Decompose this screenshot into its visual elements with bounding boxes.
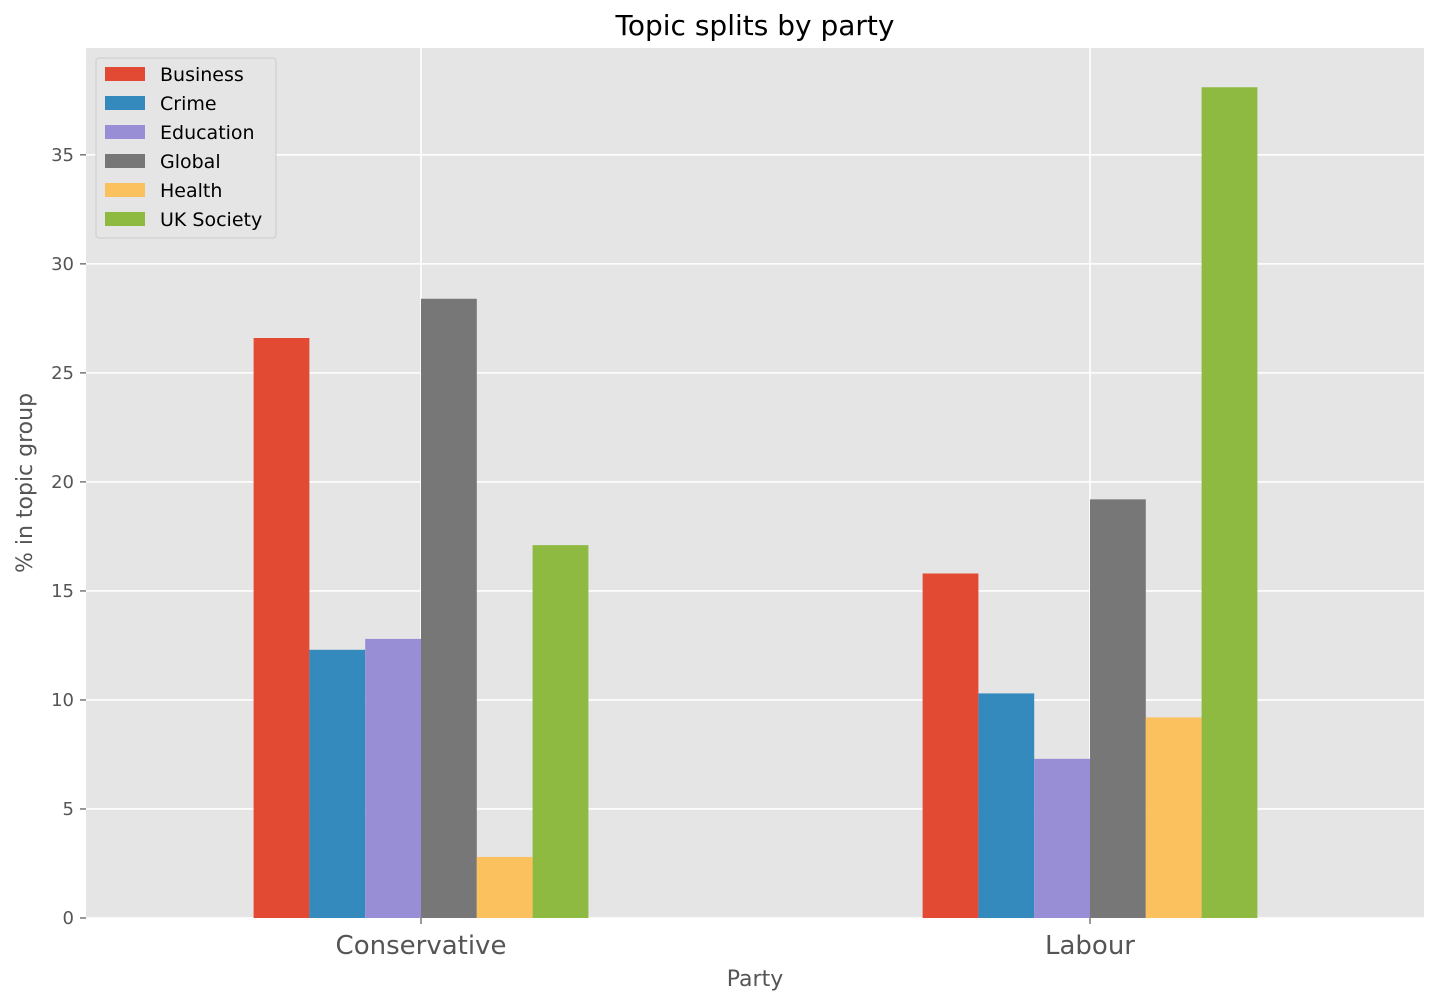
- y-tick-label: 0: [63, 908, 74, 929]
- bar-uk-society-conservative: [532, 545, 589, 918]
- bar-education-conservative: [365, 638, 421, 918]
- legend-label: Business: [160, 64, 244, 86]
- legend-swatch: [105, 125, 145, 139]
- y-tick-label: 20: [51, 472, 74, 493]
- bar-crime-conservative: [309, 649, 366, 918]
- legend-swatch: [105, 212, 145, 226]
- legend-label: Global: [160, 151, 221, 173]
- legend: Business Crime Education Global Health UK Soc…: [95, 57, 277, 239]
- y-tick-label: 30: [51, 254, 74, 275]
- legend-swatch: [105, 154, 145, 168]
- y-tick-label: 10: [51, 690, 74, 711]
- x-axis-label: Party: [727, 967, 783, 992]
- x-tick-label: Labour: [1045, 931, 1135, 961]
- bar-global-labour: [1090, 499, 1146, 918]
- legend-swatch: [105, 67, 145, 81]
- x-tick-label: Conservative: [336, 931, 507, 961]
- legend-swatch: [105, 183, 145, 197]
- legend-label: Education: [160, 122, 255, 144]
- bar-health-conservative: [476, 856, 533, 918]
- bar-uk-society-labour: [1201, 87, 1258, 919]
- bar-global-conservative: [421, 298, 477, 918]
- bar-education-labour: [1034, 758, 1090, 918]
- legend-label: Health: [160, 180, 222, 202]
- bar-business-conservative: [253, 338, 310, 918]
- y-tick-label: 15: [51, 581, 74, 602]
- chart-title: Topic splits by party: [615, 9, 895, 42]
- bar-crime-labour: [978, 693, 1035, 918]
- y-tick-label: 25: [51, 363, 74, 384]
- y-ticks: 0 5 10 15 20 25 30 35: [51, 145, 86, 929]
- bar-business-labour: [922, 573, 979, 918]
- bars: [253, 87, 1258, 919]
- bar-health-labour: [1145, 717, 1202, 918]
- legend-label: UK Society: [160, 209, 262, 231]
- y-tick-label: 5: [63, 799, 74, 820]
- x-ticks: Conservative Labour: [336, 918, 1135, 961]
- legend-label: Crime: [160, 93, 217, 115]
- y-tick-label: 35: [51, 145, 74, 166]
- y-axis-label: % in topic group: [13, 393, 38, 573]
- legend-swatch: [105, 96, 145, 110]
